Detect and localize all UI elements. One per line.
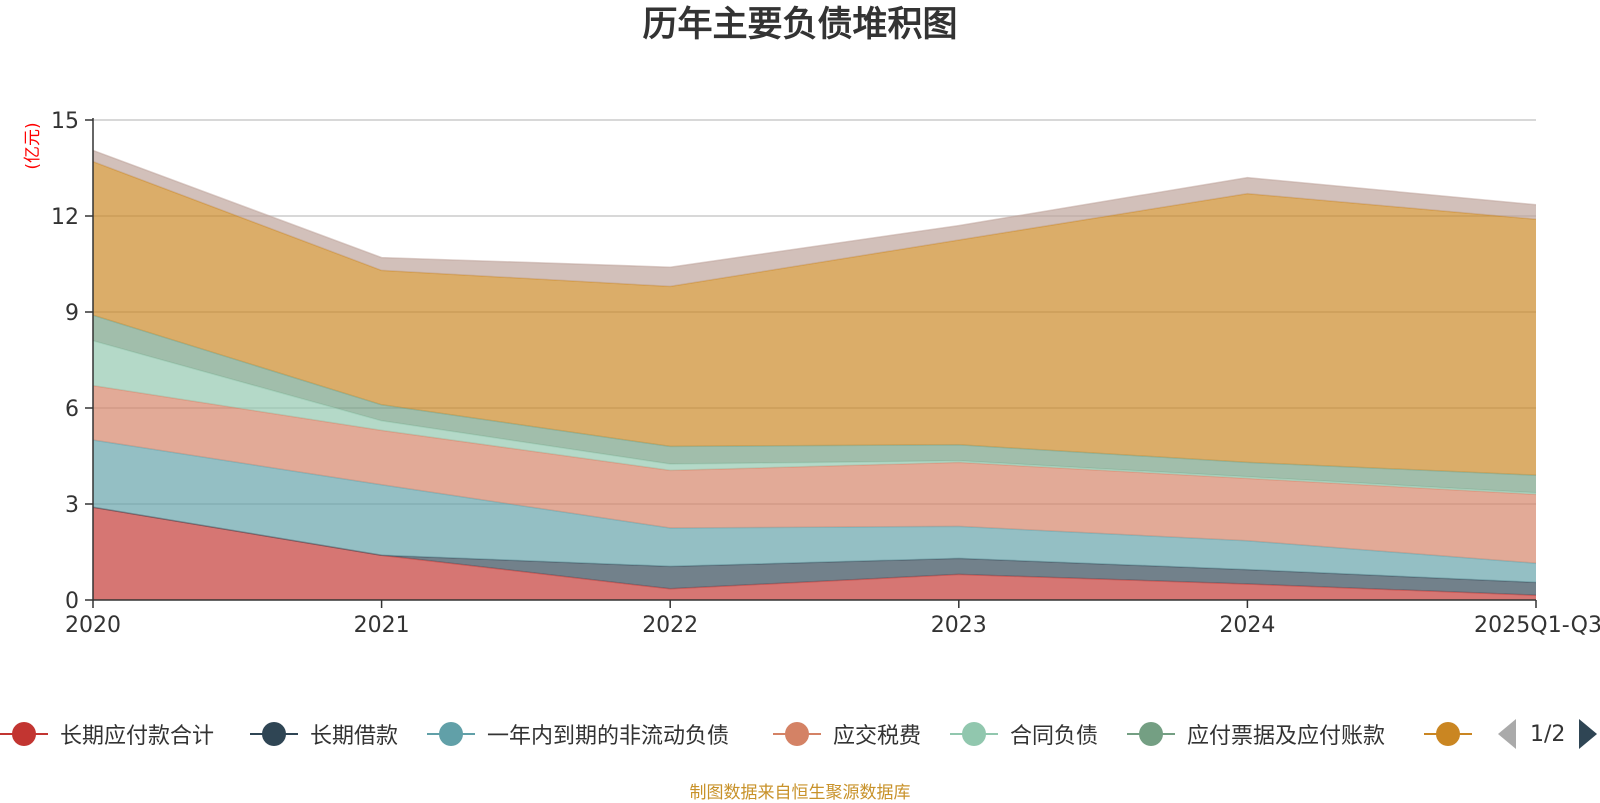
area-series-4[interactable] [93, 340, 1536, 495]
legend-item-current-portion-noncurrent[interactable]: 一年内到期的非流动负债 [427, 716, 729, 752]
legend-pager: 1/2 [1498, 716, 1598, 752]
legend-item-taxes-payable[interactable]: 应交税费 [773, 716, 921, 752]
y-tick-label: 15 [51, 109, 79, 134]
axes: 0 3 6 9 12 15 2020 2021 2022 2023 2024 2025Q1-Q3 [51, 109, 1600, 638]
legend-label: 应交税费 [833, 724, 922, 749]
data-source-note: 制图数据来自恒生聚源数据库 [689, 783, 911, 803]
legend-item-series-7[interactable] [1424, 716, 1484, 752]
x-tick-label: 2023 [931, 613, 987, 638]
y-tick-label: 3 [65, 493, 79, 518]
y-tick-label: 6 [65, 397, 79, 422]
legend-marker-icon [250, 722, 298, 746]
area-series-line-7 [92, 149, 1537, 268]
legend-label: 应付票据及应付账款 [1187, 724, 1386, 749]
chart-title: 历年主要负债堆积图 [642, 5, 958, 45]
x-tick-label: 2022 [642, 613, 698, 638]
area-series-6[interactable] [93, 161, 1536, 476]
x-tick-label: 2025Q1-Q3 [1474, 613, 1600, 638]
x-tick-label: 2021 [354, 613, 410, 638]
legend-marker-icon [1127, 722, 1175, 746]
area-series-1[interactable] [93, 507, 1536, 596]
area-series-7[interactable] [93, 150, 1536, 287]
x-tick-label: 2024 [1219, 613, 1275, 638]
stacked-areas [92, 149, 1537, 600]
y-axis-unit-label: (亿元) [23, 122, 43, 169]
x-tick-label: 2020 [65, 613, 121, 638]
legend-label: 长期借款 [310, 724, 399, 749]
legend-marker-icon [1424, 722, 1472, 746]
legend-item-long-term-loans[interactable]: 长期借款 [250, 716, 398, 752]
legend-marker-icon [773, 722, 821, 746]
area-series-2[interactable] [93, 440, 1536, 583]
area-series-5[interactable] [93, 315, 1536, 493]
legend-prev-page-icon[interactable] [1498, 719, 1516, 749]
legend: 长期应付款合计 长期借款 一年内到期的非流动负债 应交税费 合同负债 应付票据及… [0, 716, 1600, 752]
y-tick-label: 12 [51, 205, 79, 230]
legend-label: 长期应付款合计 [60, 724, 215, 749]
legend-next-page-icon[interactable] [1579, 719, 1598, 749]
area-series-3[interactable] [93, 385, 1536, 564]
legend-marker-icon [950, 722, 998, 746]
legend-label: 合同负债 [1010, 724, 1099, 749]
y-tick-label: 9 [65, 301, 79, 326]
y-tick-label: 0 [65, 589, 79, 614]
legend-page-indicator: 1/2 [1530, 721, 1566, 747]
legend-marker-icon [427, 722, 475, 746]
legend-item-long-term-payables[interactable]: 长期应付款合计 [0, 716, 214, 752]
legend-item-notes-accounts-payable[interactable]: 应付票据及应付账款 [1127, 716, 1385, 752]
area-series-0[interactable] [93, 507, 1536, 600]
legend-label: 一年内到期的非流动负债 [487, 724, 730, 749]
chart-area: 0 3 6 9 12 15 2020 2021 2022 2023 2024 2025Q1-Q3 (亿… [23, 109, 1600, 638]
legend-item-contract-liabilities[interactable]: 合同负债 [950, 716, 1098, 752]
legend-marker-icon [0, 722, 48, 746]
